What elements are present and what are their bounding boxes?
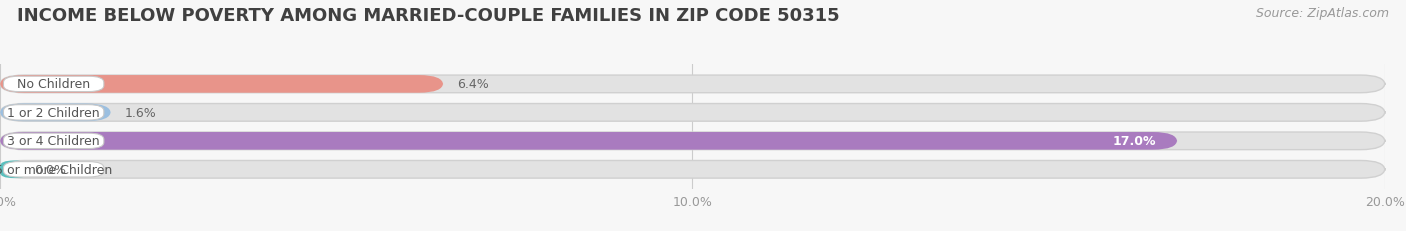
Text: INCOME BELOW POVERTY AMONG MARRIED-COUPLE FAMILIES IN ZIP CODE 50315: INCOME BELOW POVERTY AMONG MARRIED-COUPL… [17, 7, 839, 25]
FancyBboxPatch shape [0, 104, 111, 122]
FancyBboxPatch shape [0, 104, 1385, 122]
FancyBboxPatch shape [0, 76, 443, 93]
Text: 0.0%: 0.0% [35, 163, 66, 176]
Text: No Children: No Children [17, 78, 90, 91]
Text: 3 or 4 Children: 3 or 4 Children [7, 135, 100, 148]
Text: Source: ZipAtlas.com: Source: ZipAtlas.com [1256, 7, 1389, 20]
FancyBboxPatch shape [3, 105, 104, 121]
FancyBboxPatch shape [0, 132, 1177, 150]
Text: 6.4%: 6.4% [457, 78, 489, 91]
Text: 1.6%: 1.6% [125, 106, 156, 119]
FancyBboxPatch shape [0, 76, 1385, 93]
Text: 5 or more Children: 5 or more Children [0, 163, 112, 176]
FancyBboxPatch shape [3, 77, 104, 92]
FancyBboxPatch shape [0, 161, 1385, 178]
Text: 1 or 2 Children: 1 or 2 Children [7, 106, 100, 119]
FancyBboxPatch shape [0, 132, 1385, 150]
FancyBboxPatch shape [3, 162, 104, 177]
FancyBboxPatch shape [3, 134, 104, 149]
FancyBboxPatch shape [0, 161, 28, 178]
Text: 17.0%: 17.0% [1114, 135, 1156, 148]
